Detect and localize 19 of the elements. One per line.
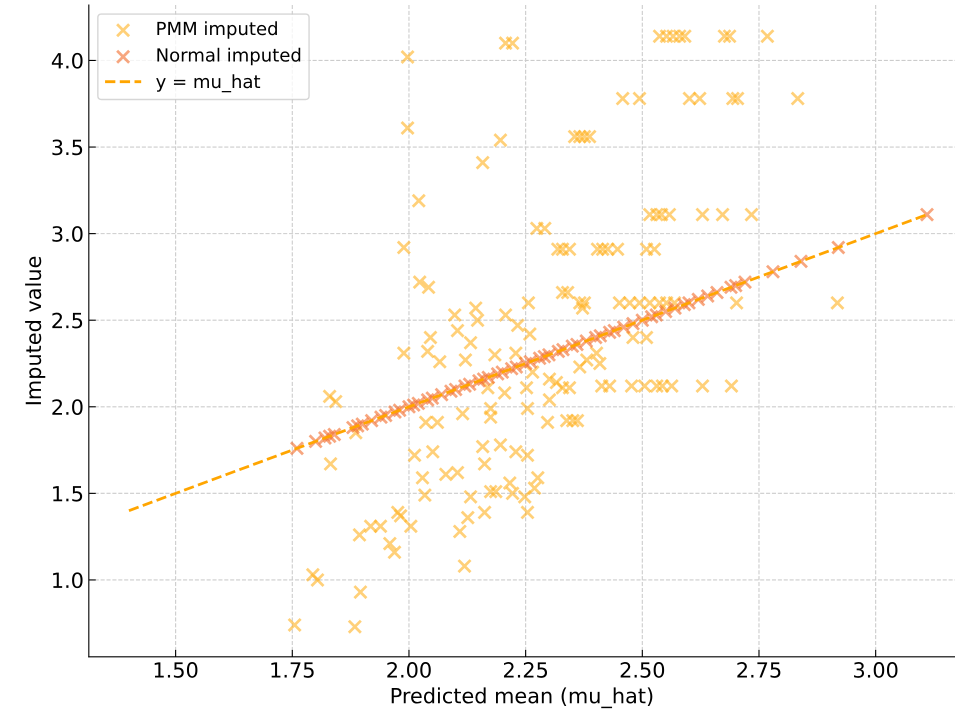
x-tick-label: 2.75 xyxy=(737,662,780,678)
legend-label: Normal imputed xyxy=(157,48,300,66)
x-tick-label: 2.50 xyxy=(620,662,664,678)
y-tick-label: 4.0 xyxy=(52,52,83,69)
y-tick-label: 3.5 xyxy=(52,139,82,156)
y-tick-label: 1.5 xyxy=(53,486,82,502)
x-tick-label: 1.50 xyxy=(154,662,198,678)
x-tick-label: 3.00 xyxy=(854,662,898,678)
legend-label: y = mu_hat xyxy=(156,74,260,92)
x-tick-label: 2.25 xyxy=(504,662,548,678)
x-tick-label: 1.75 xyxy=(271,662,314,678)
y-axis-title: Imputed value xyxy=(25,256,46,404)
y-tick-label: 2.5 xyxy=(52,312,82,328)
y-tick-label: 2.0 xyxy=(52,399,83,415)
x-tick-label: 2.00 xyxy=(387,662,431,678)
x-axis-title: Predicted mean (mu_hat) xyxy=(392,687,652,708)
legend-label: PMM imputed xyxy=(157,21,277,39)
y-tick-label: 3.0 xyxy=(52,226,83,242)
y-tick-label: 1.0 xyxy=(53,572,83,588)
